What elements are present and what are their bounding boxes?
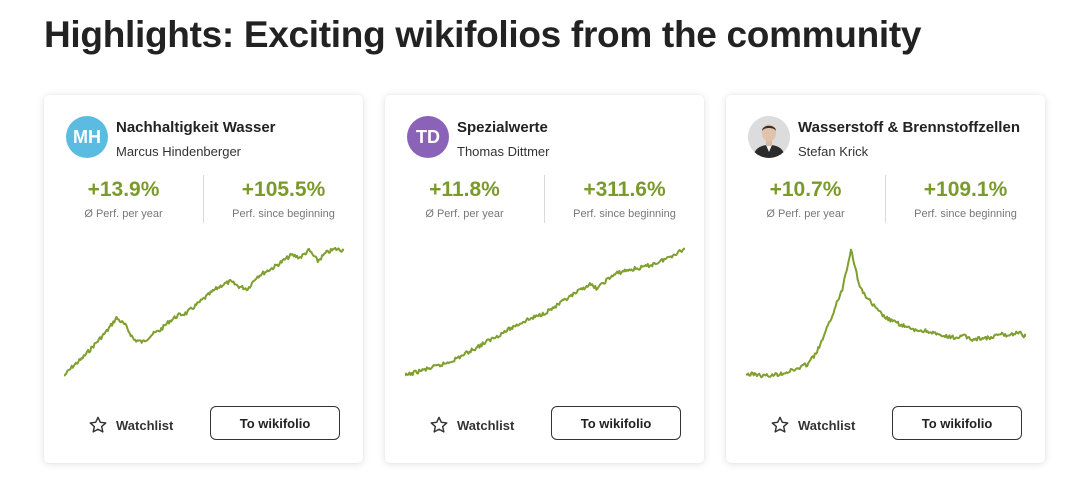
page-title: Highlights: Exciting wikifolios from the… [44,14,922,55]
perf-since-beginning-value: +105.5% [241,178,326,201]
to-wikifolio-button[interactable]: To wikifolio [551,406,681,440]
wikifolio-name[interactable]: Nachhaltigkeit Wasser [116,119,276,136]
perf-since-beginning-label: Perf. since beginning [573,208,676,220]
stat-divider [544,175,545,223]
performance-stats: +13.9% Ø Perf. per year +105.5% Perf. si… [44,175,363,223]
perf-per-year-value: +13.9% [87,178,160,201]
wikifolio-author: Stefan Krick [798,144,869,159]
person-photo-icon [748,116,790,158]
perf-per-year-value: +11.8% [429,178,500,201]
avatar-initials: MH [73,126,101,147]
chart-line [64,246,344,377]
wikifolio-author: Thomas Dittmer [457,144,550,159]
to-wikifolio-button[interactable]: To wikifolio [892,406,1022,440]
watchlist-label: Watchlist [116,417,174,433]
stat-divider [885,175,886,223]
wikifolio-card: TD Spezialwerte Thomas Dittmer +11.8% Ø … [385,95,704,463]
performance-chart [405,247,685,377]
stat-divider [203,175,204,223]
star-icon [771,416,789,433]
wikifolio-name[interactable]: Spezialwerte [457,119,548,136]
performance-stats: +11.8% Ø Perf. per year +311.6% Perf. si… [385,175,704,223]
perf-since-beginning-label: Perf. since beginning [914,208,1017,220]
wikifolio-card: Wasserstoff & Brennstoffzellen Stefan Kr… [726,95,1045,463]
perf-since-beginning-label: Perf. since beginning [232,208,335,220]
perf-per-year: +10.7% Ø Perf. per year [726,175,885,223]
perf-since-beginning: +311.6% Perf. since beginning [545,175,704,223]
wikifolio-card: MH Nachhaltigkeit Wasser Marcus Hindenbe… [44,95,363,463]
watchlist-label: Watchlist [798,417,856,433]
wikifolio-author: Marcus Hindenberger [116,144,242,159]
performance-chart [64,246,344,377]
perf-since-beginning: +105.5% Perf. since beginning [204,175,363,223]
to-wikifolio-button[interactable]: To wikifolio [210,406,340,440]
watchlist-button[interactable]: Watchlist [88,411,173,439]
watchlist-button[interactable]: Watchlist [429,411,514,439]
watchlist-button[interactable]: Watchlist [770,411,855,439]
avatar [748,116,790,158]
perf-since-beginning-value: +109.1% [923,178,1008,201]
perf-per-year: +13.9% Ø Perf. per year [44,175,203,223]
performance-stats: +10.7% Ø Perf. per year +109.1% Perf. si… [726,175,1045,223]
performance-chart [746,248,1026,379]
avatar-initials: TD [416,126,440,147]
chart-line [746,248,1026,379]
perf-per-year-label: Ø Perf. per year [84,208,163,220]
star-icon [430,416,448,433]
watchlist-label: Watchlist [457,417,515,433]
perf-per-year-value: +10.7% [769,178,842,201]
perf-per-year: +11.8% Ø Perf. per year [385,175,544,223]
perf-since-beginning-value: +311.6% [583,178,666,201]
perf-per-year-label: Ø Perf. per year [766,208,845,220]
perf-since-beginning: +109.1% Perf. since beginning [886,175,1045,223]
avatar: TD [407,116,449,158]
avatar: MH [66,116,108,158]
perf-per-year-label: Ø Perf. per year [425,208,504,220]
chart-line [405,247,685,377]
star-icon [89,416,107,433]
wikifolio-name[interactable]: Wasserstoff & Brennstoffzellen [798,119,1020,136]
